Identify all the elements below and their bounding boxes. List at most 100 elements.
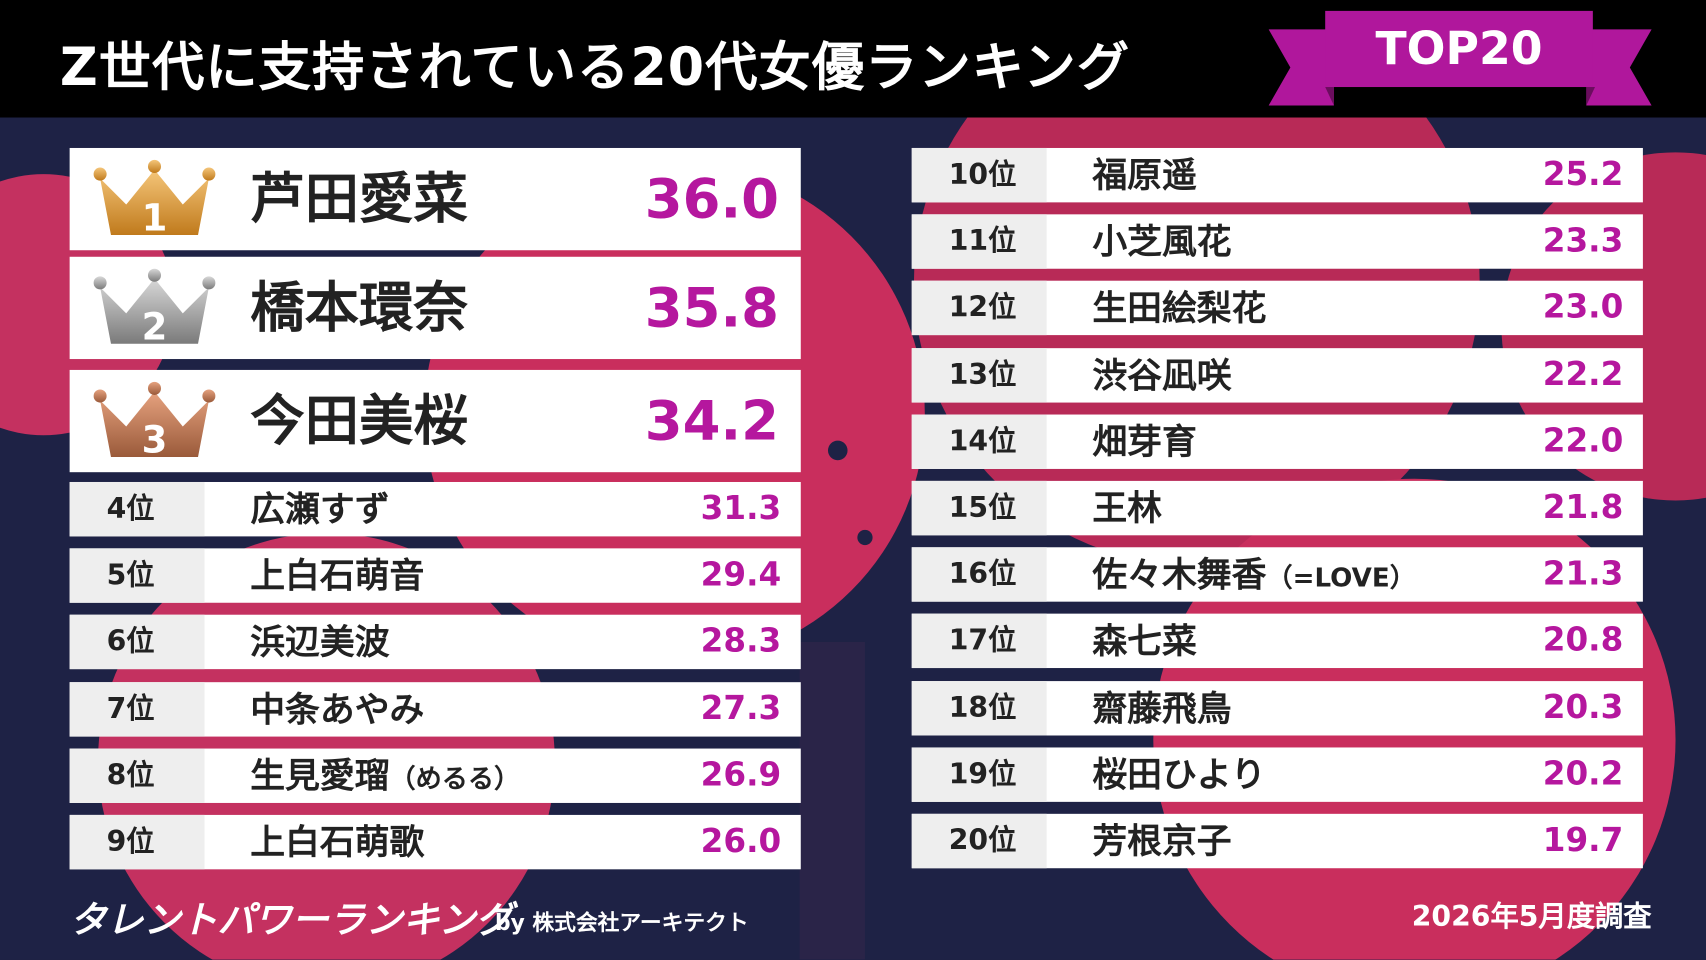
- name-cell: 生見愛瑠（めるる）: [250, 748, 520, 806]
- crown: 1: [93, 159, 216, 240]
- badge: TOP20: [1325, 10, 1593, 88]
- score: 20.2: [1542, 754, 1624, 793]
- rank: 9位: [69, 814, 205, 870]
- name-cell: 小芝風花: [1092, 215, 1231, 269]
- ribbon: [1268, 29, 1652, 106]
- name-cell: 佐々木舞香（=LOVE）: [1092, 547, 1415, 605]
- rank-row: 5位 上白石萌音 29.4: [69, 548, 801, 603]
- score: 23.0: [1542, 288, 1624, 327]
- score: 31.3: [700, 489, 782, 528]
- name: 渋谷凪咲: [1092, 354, 1232, 396]
- name-cell: 福原遥: [1092, 148, 1196, 202]
- rank: 20位: [911, 813, 1047, 869]
- rank-row: 14位 畑芽育 22.0: [911, 414, 1643, 469]
- name: 齋藤飛鳥: [1092, 687, 1232, 729]
- crown: 2: [93, 268, 216, 348]
- name-cell: 上白石萌音: [250, 549, 424, 603]
- name: 福原遥: [1092, 154, 1197, 196]
- score: 36.0: [644, 167, 780, 231]
- score: 21.8: [1542, 488, 1624, 527]
- name: 桜田ひより: [1092, 753, 1266, 796]
- name-note: （=LOVE）: [1266, 562, 1416, 594]
- name: 橋本環奈: [250, 276, 468, 340]
- name: 佐々木舞香: [1092, 554, 1267, 596]
- rank: 8位: [69, 748, 205, 803]
- top-row: 1 芦田愛菜 36.0: [69, 147, 801, 251]
- name-cell: 芳根京子: [1092, 814, 1231, 868]
- name: 浜辺美波: [250, 621, 390, 664]
- company: by 株式会社アーキテクト: [495, 909, 749, 936]
- score: 22.2: [1542, 355, 1624, 394]
- rank-row: 10位 福原遥 25.2: [911, 147, 1643, 203]
- rank: 10位: [911, 147, 1047, 203]
- name: 上白石萌音: [250, 555, 425, 597]
- name-cell: 生田絵梨花: [1092, 281, 1266, 335]
- score: 22.0: [1542, 421, 1624, 461]
- score: 26.9: [700, 755, 782, 795]
- name: 今田美桜: [250, 389, 468, 453]
- rank: 16位: [911, 547, 1047, 602]
- name: 小芝風花: [1092, 221, 1232, 263]
- name-cell: 上白石萌歌: [250, 815, 424, 869]
- rank: 15位: [911, 480, 1047, 536]
- score: 34.2: [644, 389, 780, 453]
- rank: 14位: [911, 414, 1047, 469]
- survey-date: 2026年5月度調査: [1411, 900, 1652, 934]
- name-cell: 畑芽育: [1092, 414, 1196, 468]
- score: 23.3: [1542, 222, 1624, 261]
- name: 芦田愛菜: [250, 167, 468, 231]
- score: 19.7: [1542, 821, 1624, 860]
- name-cell: 桜田ひより: [1092, 747, 1265, 801]
- rank-number: 1: [142, 197, 168, 240]
- score: 28.3: [700, 622, 782, 661]
- rank-row: 13位 渋谷凪咲 22.2: [911, 347, 1643, 403]
- score: 25.2: [1542, 155, 1624, 194]
- rank: 13位: [911, 347, 1047, 403]
- score: 21.3: [1542, 555, 1624, 594]
- name-cell: 浜辺美波: [250, 615, 389, 669]
- rank: 19位: [911, 747, 1047, 802]
- rank-row: 17位 森七菜 20.8: [911, 614, 1643, 669]
- rank-number: 2: [142, 305, 168, 348]
- score: 20.3: [1542, 688, 1624, 727]
- score: 26.0: [700, 822, 782, 861]
- name: 森七菜: [1092, 620, 1197, 662]
- score: 27.3: [700, 689, 782, 728]
- rank: 17位: [911, 614, 1047, 669]
- name: 芳根京子: [1092, 820, 1232, 862]
- rank: 11位: [911, 214, 1047, 269]
- name: 中条あやみ: [250, 688, 425, 730]
- rank-row: 18位 齋藤飛鳥 20.3: [911, 680, 1643, 736]
- rank: 4位: [69, 481, 205, 537]
- rank-row: 8位 生見愛瑠（めるる） 26.9: [69, 748, 801, 803]
- score: 29.4: [700, 556, 782, 595]
- rank-row: 12位 生田絵梨花 23.0: [911, 281, 1643, 336]
- top-row: 2 橋本環奈 35.8: [69, 256, 801, 360]
- name-cell: 広瀬すず: [250, 482, 389, 536]
- name-cell: 渋谷凪咲: [1092, 348, 1231, 402]
- rank-row: 7位 中条あやみ 27.3: [69, 681, 801, 737]
- rank-row: 9位 上白石萌歌 26.0: [69, 814, 801, 870]
- rank: 5位: [69, 548, 205, 603]
- crown: 3: [93, 381, 216, 462]
- name: 王林: [1092, 487, 1163, 529]
- name: 生田絵梨花: [1092, 287, 1267, 330]
- name-note: （めるる）: [389, 763, 521, 795]
- name: 生見愛瑠: [250, 754, 390, 797]
- name-cell: 中条あやみ: [250, 682, 424, 736]
- rank: 7位: [69, 681, 205, 737]
- rank-row: 15位 王林 21.8: [911, 480, 1643, 536]
- rank-row: 20位 芳根京子 19.7: [911, 813, 1643, 869]
- rank: 12位: [911, 281, 1047, 336]
- title: Z世代に支持されている20代女優ランキング: [59, 36, 1131, 98]
- rank: 6位: [69, 615, 205, 670]
- name-cell: 王林: [1092, 481, 1162, 535]
- name-cell: 森七菜: [1092, 614, 1196, 668]
- name: 畑芽育: [1092, 420, 1197, 463]
- rank-number: 3: [142, 419, 168, 462]
- rank-row: 11位 小芝風花 23.3: [911, 214, 1643, 269]
- rank-row: 6位 浜辺美波 28.3: [69, 615, 801, 670]
- name: 広瀬すず: [250, 488, 390, 530]
